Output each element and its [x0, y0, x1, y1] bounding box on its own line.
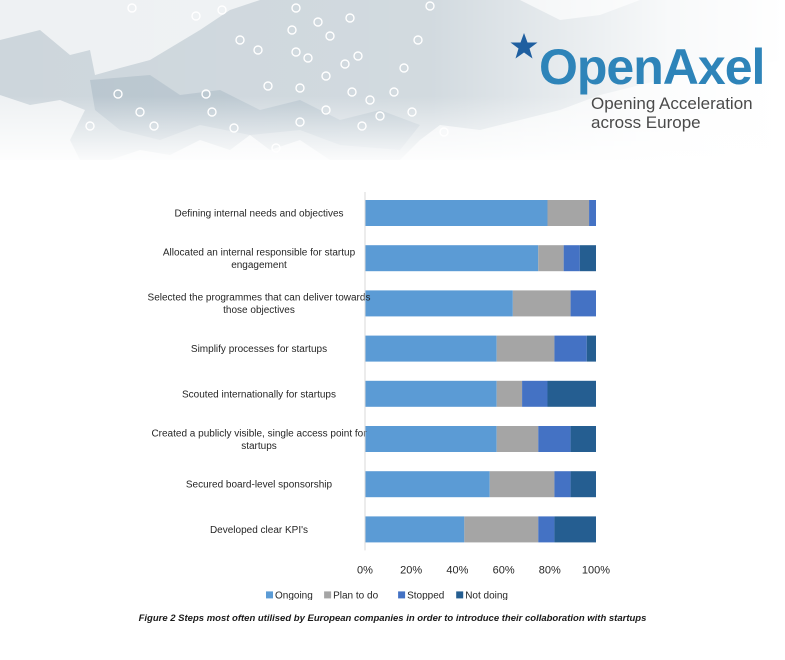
- bar-segment: [579, 245, 596, 272]
- legend-swatch: [266, 591, 273, 599]
- bar-segment: [365, 426, 497, 452]
- category-label: Created a publicly visible, single acces…: [151, 428, 367, 452]
- bar-segment: [365, 200, 548, 226]
- bar-segment: [589, 200, 596, 226]
- x-tick-labels: 0% 20% 40% 60% 80% 100%: [357, 564, 610, 576]
- bar-segment: [554, 516, 596, 543]
- bar-segment: [570, 471, 596, 498]
- category-label: Scouted internationally for startups: [182, 389, 336, 400]
- bar-segment: [522, 380, 548, 407]
- bar-segment: [365, 335, 497, 362]
- x-tick-label: 40%: [446, 564, 468, 576]
- x-tick-label: 0%: [357, 564, 373, 576]
- legend-swatch: [456, 591, 464, 599]
- brand-tagline-line1: Opening Acceleration: [591, 94, 753, 113]
- x-tick-label: 80%: [539, 564, 561, 576]
- x-tick-label: 20%: [400, 564, 422, 576]
- stacked-bar-chart: Defining internal needs and objectives Al…: [148, 192, 610, 600]
- bar-segment: [563, 245, 580, 272]
- bar-segment: [538, 516, 555, 543]
- category-label: Selected the programmes that can deliver…: [148, 293, 371, 317]
- legend-label: Ongoing: [275, 590, 313, 600]
- star-icon: [510, 33, 538, 59]
- brand-tagline: Opening Acceleration across Europe: [591, 94, 771, 132]
- category-label: Simplify processes for startups: [191, 344, 327, 355]
- brand-name: OpenAxel: [539, 39, 765, 95]
- figure-caption: Figure 2 Steps most often utilised by Eu…: [138, 613, 647, 624]
- category-label: Secured board-level sponsorship: [186, 480, 333, 491]
- star-shape: [510, 33, 538, 59]
- header-map-banner: [0, 0, 785, 160]
- bar-segment: [554, 471, 571, 498]
- legend: Ongoing Plan to do Stopped Not doing: [266, 590, 508, 600]
- bar-segment: [547, 200, 590, 226]
- bar-segment: [365, 471, 490, 498]
- bar-segment: [496, 335, 555, 362]
- bar-segment: [365, 380, 497, 407]
- bar-segment: [570, 426, 596, 452]
- x-tick-label: 60%: [493, 564, 515, 576]
- brand-tagline-line2: across Europe: [591, 113, 701, 132]
- category-labels: Defining internal needs and objectives Al…: [148, 209, 371, 536]
- bars-layer: [365, 200, 596, 543]
- legend-label: Plan to do: [333, 590, 378, 600]
- x-tick-label: 100%: [582, 564, 610, 576]
- category-label: Developed clear KPI's: [210, 525, 308, 536]
- bar-segment: [554, 335, 587, 362]
- legend-label: Not doing: [465, 590, 508, 600]
- bar-segment: [570, 290, 596, 317]
- bar-segment: [365, 245, 539, 272]
- legend-label: Stopped: [407, 590, 444, 600]
- bar-segment: [496, 426, 539, 452]
- bar-segment: [538, 245, 564, 272]
- legend-swatch: [398, 591, 406, 599]
- bar-segment: [489, 471, 555, 498]
- bar-segment: [365, 516, 465, 543]
- openaxel-logo: OpenAxel Opening Acceleration across Eur…: [505, 28, 775, 138]
- bar-segment: [365, 290, 513, 317]
- legend-swatch: [324, 591, 332, 599]
- bar-segment: [586, 335, 596, 362]
- category-label: Allocated an internal responsible for st…: [163, 247, 356, 271]
- bar-segment: [464, 516, 539, 543]
- bar-segment: [538, 426, 571, 452]
- category-label: Defining internal needs and objectives: [175, 209, 344, 220]
- bar-segment: [512, 290, 571, 317]
- bar-segment: [547, 380, 596, 407]
- bar-segment: [496, 380, 523, 407]
